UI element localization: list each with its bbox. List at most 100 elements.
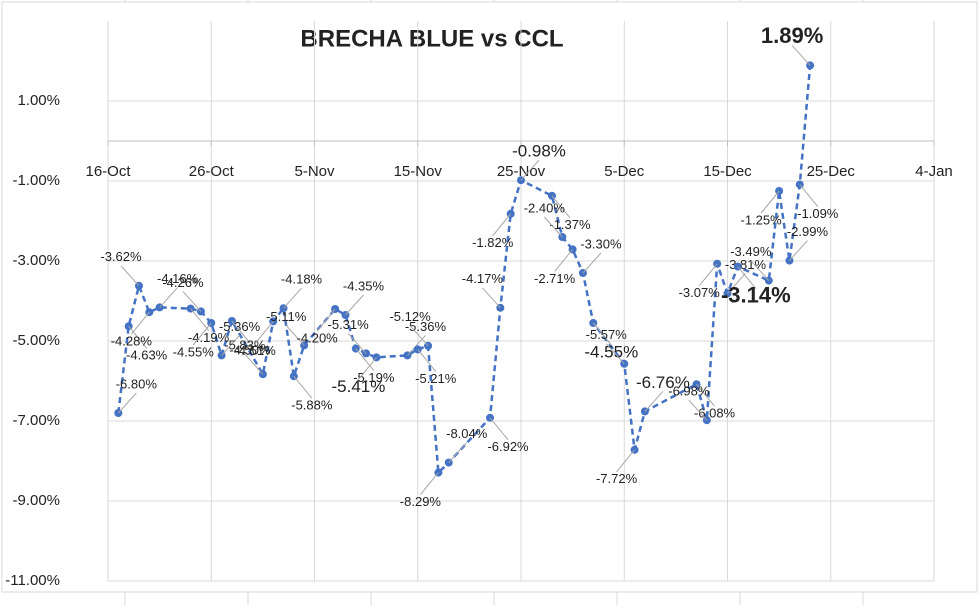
y-tick-label: -9.00% xyxy=(12,492,60,509)
leader-line xyxy=(791,45,811,66)
data-label: -5.31% xyxy=(328,317,370,332)
data-label: -4.55% xyxy=(173,344,215,359)
leader-line xyxy=(616,449,635,473)
leader-line xyxy=(192,322,212,346)
leader-line xyxy=(182,291,202,312)
x-tick-label: 5-Dec xyxy=(604,163,645,180)
data-label: -4.19% xyxy=(188,330,230,345)
data-label: -8.04% xyxy=(446,426,488,441)
data-label: -5.36% xyxy=(405,319,447,334)
x-tick-label: 5-Nov xyxy=(294,163,335,180)
data-label: -3.49% xyxy=(730,244,772,259)
leader-line xyxy=(231,320,251,344)
leader-line xyxy=(789,240,808,261)
data-label: -1.37% xyxy=(549,217,591,232)
data-label: -3.81% xyxy=(725,257,767,272)
data-label: -4.35% xyxy=(343,278,385,293)
leader-line xyxy=(492,213,512,237)
data-label: -3.62% xyxy=(100,249,142,264)
data-label: -4.63% xyxy=(126,348,168,363)
chart-title: BRECHA BLUE vs CCL xyxy=(300,25,563,52)
leader-line xyxy=(417,349,437,372)
y-tick-label: -11.00% xyxy=(5,572,60,589)
data-label: -6.80% xyxy=(116,376,158,391)
data-label: -4.51% xyxy=(235,343,277,358)
leader-line xyxy=(130,311,150,335)
data-label: -8.29% xyxy=(400,494,442,509)
x-tick-label: 16-Oct xyxy=(85,163,131,180)
data-label: -6.92% xyxy=(487,439,529,454)
leader-line xyxy=(283,287,302,309)
data-label: -4.26% xyxy=(162,275,204,290)
data-label: -5.83% xyxy=(224,338,266,353)
leader-line xyxy=(727,273,746,294)
leader-line xyxy=(355,348,375,371)
data-label: -2.99% xyxy=(787,224,829,239)
leader-line xyxy=(117,392,137,414)
data-label: -1.82% xyxy=(472,235,514,250)
data-label: -3.30% xyxy=(580,236,622,251)
y-tick-label: 1.00% xyxy=(17,92,60,109)
leader-line xyxy=(254,321,274,344)
leader-line xyxy=(358,357,377,380)
leader-line xyxy=(293,375,313,399)
data-label: -5.57% xyxy=(586,327,628,342)
y-tick-label: -7.00% xyxy=(12,412,60,429)
data-label: -4.18% xyxy=(281,272,323,287)
x-tick-label: 15-Dec xyxy=(703,163,752,180)
leader-line xyxy=(605,343,625,365)
data-label: -5.12% xyxy=(389,309,431,324)
leader-line xyxy=(737,266,757,289)
leader-line xyxy=(316,308,336,332)
leader-line xyxy=(159,287,178,308)
leader-line xyxy=(644,391,664,412)
data-label: -5.41% xyxy=(332,377,386,396)
leader-line xyxy=(760,190,780,214)
leader-line xyxy=(554,249,574,272)
leader-line xyxy=(221,335,240,356)
leader-line xyxy=(698,263,718,287)
data-label: -0.98% xyxy=(512,142,566,161)
data-label: -1.09% xyxy=(797,206,839,221)
data-label: -5.11% xyxy=(266,309,307,324)
leader-line xyxy=(128,325,148,349)
leader-line xyxy=(345,294,364,316)
leader-line xyxy=(543,216,563,238)
leader-line xyxy=(582,252,602,274)
data-label: 1.89% xyxy=(761,23,823,48)
data-label: -6.98% xyxy=(668,384,710,399)
leader-line xyxy=(409,325,429,347)
leader-line xyxy=(407,335,426,356)
data-label: -4.17% xyxy=(462,271,504,286)
data-label: -1.25% xyxy=(741,212,783,227)
data-label: -4.28% xyxy=(111,334,153,349)
data-label: -3.14% xyxy=(721,282,791,307)
data-label: -7.72% xyxy=(596,471,638,486)
leader-line xyxy=(696,383,715,407)
leader-line xyxy=(481,287,501,309)
x-tick-label: 15-Nov xyxy=(394,163,443,180)
leader-line xyxy=(285,325,305,346)
data-label: -5.36% xyxy=(219,319,261,334)
data-label: -2.71% xyxy=(534,271,576,286)
leader-line xyxy=(520,159,540,181)
leader-line xyxy=(750,260,770,281)
leader-line xyxy=(489,417,509,441)
x-tick-label: 25-Nov xyxy=(497,163,546,180)
y-tick-label: -3.00% xyxy=(12,252,60,269)
data-label: -4.50% xyxy=(229,342,271,357)
leader-line xyxy=(190,308,209,331)
x-tick-label: 26-Oct xyxy=(189,163,235,180)
data-label: -4.16% xyxy=(157,271,199,286)
data-label: -3.07% xyxy=(679,285,721,300)
leader-line xyxy=(799,184,819,207)
leader-line xyxy=(448,442,468,463)
data-label: -5.88% xyxy=(291,398,333,413)
leader-line xyxy=(592,322,612,346)
leader-line xyxy=(420,472,439,495)
x-tick-label: 4-Jan xyxy=(915,163,953,180)
leader-line xyxy=(551,195,571,219)
data-label: -6.76% xyxy=(636,373,690,392)
data-label: -4.20% xyxy=(297,330,339,345)
